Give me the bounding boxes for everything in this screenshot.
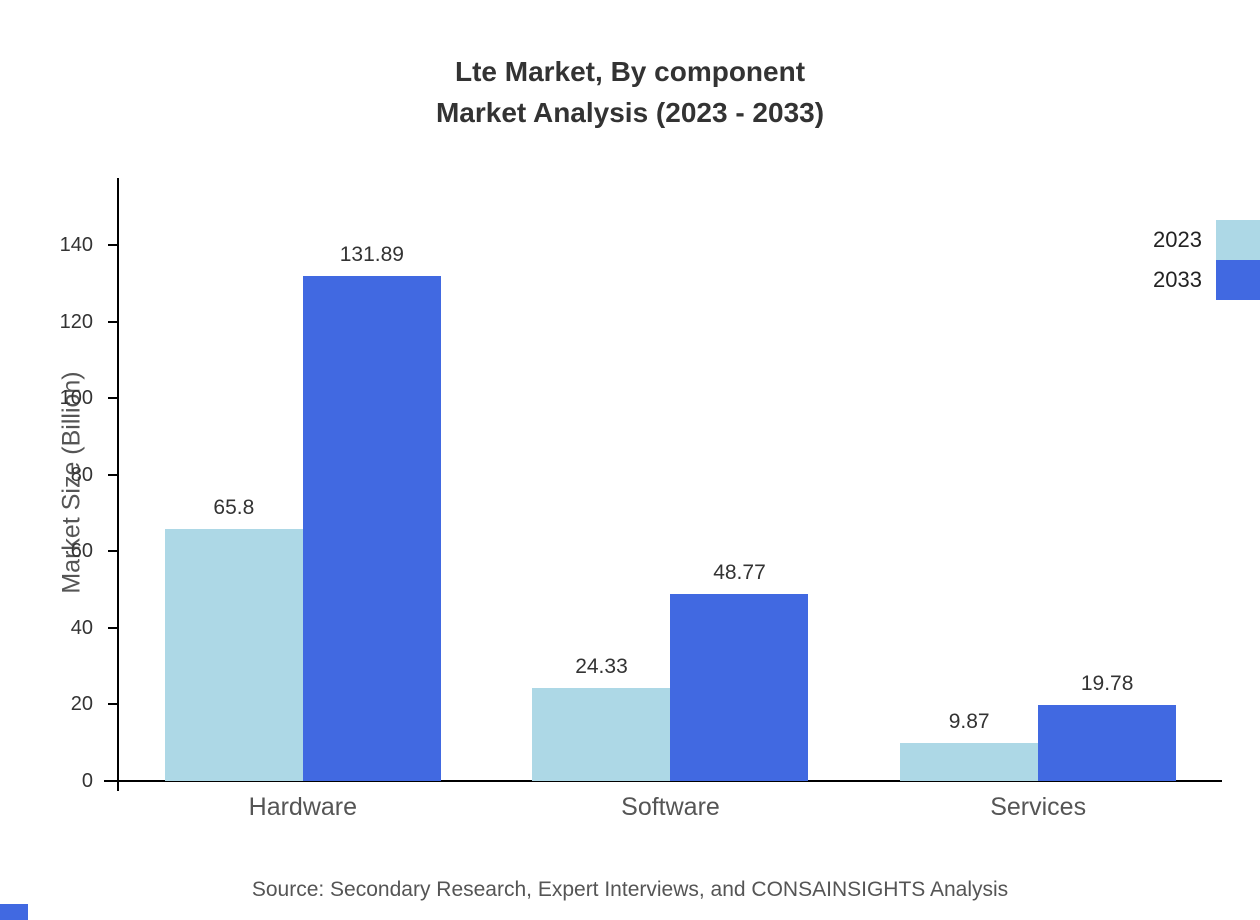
legend-item-2033: 2033 (1153, 260, 1260, 300)
bar-value-label: 24.33 (575, 654, 628, 678)
corner-logo-mark (0, 904, 28, 920)
y-tick-label: 60 (70, 540, 93, 563)
y-tick-mark (108, 550, 117, 553)
legend-label-2033: 2033 (1153, 267, 1202, 292)
y-tick-mark (108, 244, 117, 247)
y-tick-mark (108, 397, 117, 400)
y-tick-label: 20 (70, 693, 93, 716)
source-attribution: Source: Secondary Research, Expert Inter… (251, 878, 1009, 901)
x-axis-labels: Hardware Software Services (119, 793, 1222, 822)
y-tick-label: 0 (81, 770, 93, 792)
legend-label-2023: 2023 (1153, 227, 1202, 252)
bar-software-2023: 24.33 (532, 655, 671, 781)
y-tick-label: 120 (59, 310, 93, 333)
y-tick-label: 80 (70, 463, 93, 486)
plot-area: 65.8 131.89 24.33 48.77 9.87 19.78 (119, 180, 1222, 781)
bar-value-label: 65.8 (213, 496, 255, 520)
y-tick-label: 40 (70, 616, 93, 639)
y-axis-line (117, 178, 119, 791)
bar-group-software: 24.33 48.77 (520, 180, 820, 781)
bar-value-label: 131.89 (339, 243, 404, 267)
legend-swatch-2023 (1216, 220, 1260, 260)
y-axis-ticks: 0 20 40 60 80 100 120 140 (0, 180, 119, 792)
x-category-label-services: Services (990, 793, 1087, 821)
x-axis-line (104, 780, 1222, 782)
bar-software-2033: 48.77 (670, 561, 809, 781)
chart-title-line1: Lte Market, By component (454, 56, 806, 87)
bar-services-2023: 9.87 (900, 710, 1039, 781)
y-tick-mark (108, 320, 117, 323)
bar-services-2033: 19.78 (1038, 672, 1177, 781)
bar-value-label: 48.77 (713, 561, 766, 585)
y-tick-mark (108, 473, 117, 476)
legend-item-2023: 2023 (1153, 220, 1260, 260)
legend-swatch-2033 (1216, 260, 1260, 300)
bar-value-label: 9.87 (948, 710, 990, 734)
chart-title: Lte Market, By component Market Analysis… (0, 52, 1260, 133)
bar-group-hardware: 65.8 131.89 (153, 180, 453, 781)
y-tick-label: 100 (59, 387, 93, 410)
x-category-label-hardware: Hardware (248, 793, 358, 821)
bar-value-label: 19.78 (1080, 672, 1134, 696)
bar-hardware-2033: 131.89 (302, 243, 441, 781)
legend: 2023 2033 (1153, 220, 1260, 300)
y-tick-label: 140 (59, 234, 93, 257)
bar-group-services: 9.87 19.78 (888, 180, 1188, 781)
chart-title-line2: Market Analysis (2023 - 2033) (435, 96, 825, 128)
bar-hardware-2023: 65.8 (164, 496, 303, 781)
y-tick-mark (108, 626, 117, 629)
y-tick-mark (108, 703, 117, 706)
x-category-label-software: Software (621, 793, 720, 821)
